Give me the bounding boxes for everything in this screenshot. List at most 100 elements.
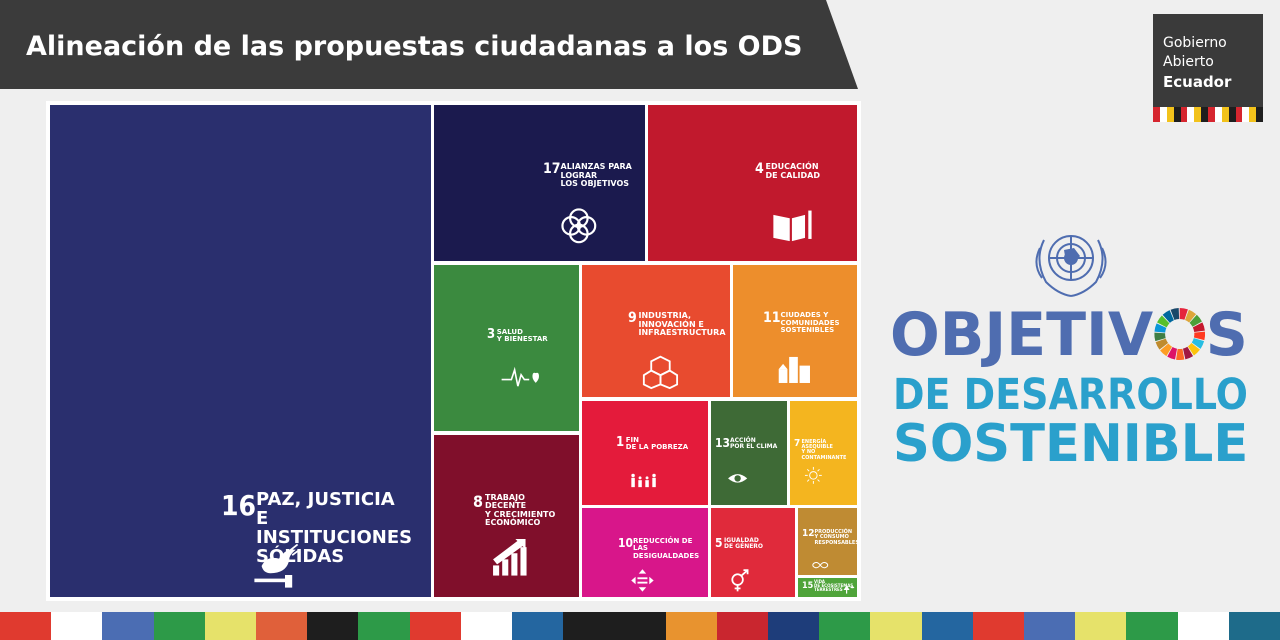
logo-stripe-9 (1214, 107, 1222, 122)
sdg-wheel-segment (1184, 309, 1196, 323)
tile-label: PRODUCCIÓN Y CONSUMO RESPONSABLES (814, 529, 858, 546)
logo-stripe-12 (1235, 107, 1243, 122)
treemap-tile-ods-10: 10 REDUCCIÓN DE LAS DESIGUALDADES (582, 508, 708, 597)
footer-stripe-19 (972, 612, 1025, 640)
treemap-tile-ods-13: 13 ACCIÓN POR EL CLIMA (711, 401, 787, 505)
footer-stripe-4 (204, 612, 257, 640)
tile-number: 17 (543, 161, 561, 178)
logo-stripe-0 (1153, 107, 1160, 122)
footer-stripe-22 (1126, 612, 1178, 640)
treemap-tile-ods-4: 4 EDUCACIÓN DE CALIDAD (648, 105, 857, 261)
tile-label: ENERGÍA ASEQUIBLE Y NO CONTAMINANTE (801, 438, 847, 461)
footer-stripe-9 (460, 612, 513, 640)
family-icon (629, 472, 658, 493)
ods-wordmark-line-1: OBJETIV S (890, 300, 1248, 370)
tile-label: ACCIÓN POR EL CLIMA (730, 436, 778, 451)
sdg-wheel-segment (1175, 348, 1185, 360)
sdg-wheel-segment (1166, 347, 1177, 360)
tile-number: 3 (487, 326, 496, 342)
tree-bird-icon (843, 581, 855, 597)
sdg-wheel-icon (1153, 308, 1206, 360)
sun-power-icon (804, 466, 823, 489)
tile-number: 8 (473, 491, 484, 511)
logo-line-3: Ecuador (1163, 73, 1232, 91)
sdg-wheel-segment (1191, 338, 1204, 349)
tile-label: VIDA DE ECOSISTEMAS TERRESTRES (814, 579, 854, 593)
sdg-wheel-segment (1182, 346, 1193, 360)
treemap-tile-ods-15: 15 VIDA DE ECOSISTEMAS TERRESTRES (798, 578, 857, 597)
logo-stripe-14 (1249, 107, 1257, 122)
infinity-icon (812, 554, 829, 573)
footer-stripe-15 (768, 612, 820, 640)
heartbeat-icon (500, 365, 541, 393)
treemap-tile-ods-9: 9 INDUSTRIA, INNOVACIÓN E INFRAESTRUCTURA (582, 265, 730, 397)
tile-number: 12 (802, 528, 815, 540)
ods-wordmark-prefix: OBJETIV (890, 300, 1154, 370)
footer-stripe-20 (1024, 612, 1076, 640)
logo-stripe-13 (1242, 107, 1250, 122)
sdg-wheel-segment (1154, 332, 1166, 342)
dove-gavel-icon (249, 539, 303, 597)
sdg-wheel-segment (1189, 314, 1202, 327)
tile-label: IGUALDAD DE GÉNERO (724, 537, 764, 551)
tile-label: INDUSTRIA, INNOVACIÓN E INFRAESTRUCTURA (638, 311, 726, 338)
footer-stripe-0 (0, 612, 52, 640)
treemap-tile-ods-3: 3 SALUD Y BIENESTAR (434, 265, 579, 431)
footer-stripe-18 (921, 612, 973, 640)
treemap-tile-ods-5: 5 IGUALDAD DE GÉNERO (711, 508, 795, 597)
tile-number: 15 (802, 581, 814, 591)
tile-number: 4 (755, 161, 764, 178)
sdg-wheel-segment (1193, 331, 1205, 341)
footer-stripe-24 (1228, 612, 1280, 640)
treemap-tile-ods-12: 12 PRODUCCIÓN Y CONSUMO RESPONSABLES (798, 508, 857, 575)
treemap-chart: 16 PAZ, JUSTICIA E INSTITUCIONES SÓLIDAS 1… (46, 101, 861, 601)
footer-stripe-2 (102, 612, 154, 640)
flower-rings-icon (557, 204, 601, 252)
footer-stripe-7 (358, 612, 410, 640)
treemap-tile-ods-1: 1 FIN DE LA POBREZA (582, 401, 708, 505)
footer-stripe-16 (819, 612, 871, 640)
growth-bars-icon (489, 537, 530, 582)
tile-number: 9 (628, 310, 637, 327)
tile-label: TRABAJO DECENTE Y CRECIMIENTO ECONÓMICO (485, 492, 556, 528)
footer-stripe-21 (1075, 612, 1127, 640)
ods-wordmark-line-2: DE DESARROLLO (893, 370, 1248, 420)
logo-stripe-10 (1221, 107, 1229, 122)
logo-stripe-1 (1159, 107, 1167, 122)
page-title: Alineación de las propuestas ciudadanas … (26, 31, 803, 62)
logo-line-2: Abierto (1163, 54, 1214, 70)
footer-color-stripes (0, 612, 1280, 640)
footer-stripe-10 (512, 612, 564, 640)
logo-stripe-8 (1208, 107, 1215, 122)
treemap-tile-ods-7: 7 ENERGÍA ASEQUIBLE Y NO CONTAMINANTE (790, 401, 857, 505)
treemap-tile-ods-11: 11 CIUDADES Y COMUNIDADES SOSTENIBLES (733, 265, 857, 397)
logo-line-1: Gobierno (1163, 35, 1227, 51)
ods-wordmark-suffix: S (1205, 300, 1248, 370)
gender-icon (727, 569, 751, 597)
logo-stripe-7 (1201, 107, 1208, 122)
footer-stripe-23 (1177, 612, 1229, 640)
footer-stripe-13 (665, 612, 717, 640)
logo-stripe-6 (1194, 107, 1202, 122)
footer-stripe-17 (870, 612, 922, 640)
sdg-wheel-segment (1162, 310, 1174, 323)
tile-number: 10 (618, 536, 634, 551)
tile-number: 13 (715, 435, 731, 450)
treemap-tile-ods-8: 8 TRABAJO DECENTE Y CRECIMIENTO ECONÓMICO (434, 435, 579, 597)
footer-stripe-6 (307, 612, 359, 640)
sdg-wheel-segment (1170, 308, 1179, 321)
city-icon (777, 350, 812, 389)
sdg-wheel-segment (1155, 338, 1168, 350)
sdg-wheel-segment (1159, 343, 1172, 357)
logo-stripe-15 (1256, 107, 1263, 122)
tile-label: SALUD Y BIENESTAR (496, 327, 548, 344)
un-emblem-icon (1035, 235, 1107, 297)
footer-stripe-8 (409, 612, 461, 640)
cubes-icon (642, 353, 679, 394)
eye-globe-icon (727, 469, 748, 488)
sdg-wheel-segment (1179, 308, 1188, 320)
treemap-tile-ods-16: 16 PAZ, JUSTICIA E INSTITUCIONES SÓLIDAS (50, 105, 431, 597)
tile-number: 5 (715, 536, 723, 551)
equality-icon (630, 568, 655, 597)
treemap-tile-ods-17: 17 ALIANZAS PARA LOGRAR LOS OBJETIVOS (434, 105, 645, 261)
